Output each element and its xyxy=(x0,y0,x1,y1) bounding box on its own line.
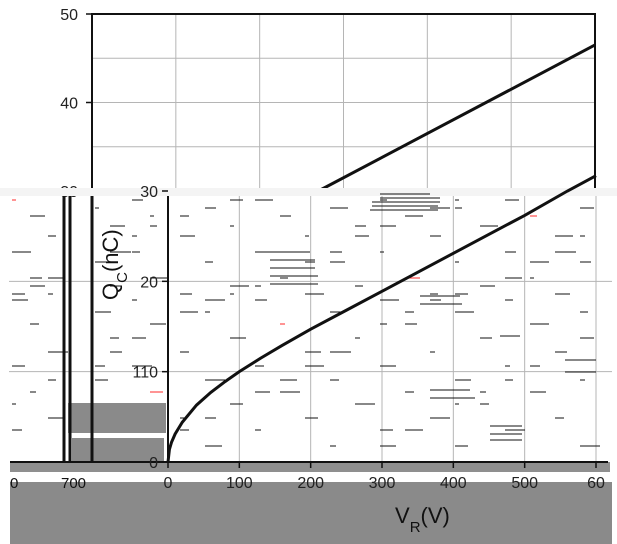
top-y-tick-label-1: 40 xyxy=(60,96,78,113)
x-tick-label-5: 500 xyxy=(511,475,538,492)
bottom-y-tick-label-2: 20 xyxy=(140,274,158,291)
x-tick-label-4: 400 xyxy=(440,475,467,492)
bottom-y-tick-label-0: 0 xyxy=(149,455,158,472)
x-tick-label-1: 100 xyxy=(226,475,253,492)
x-tick-label-2: 200 xyxy=(297,475,324,492)
top-y-tick-label-2: 50 xyxy=(60,7,78,24)
bottom-y-tick-label-3: 30 xyxy=(140,184,158,201)
x-tick-label-6: 60 xyxy=(587,475,605,492)
bottom-y-tick-label-1: 110 xyxy=(132,365,158,382)
x-tick-label-3: 300 xyxy=(369,475,396,492)
scan-band-top xyxy=(0,188,617,196)
x-tick-label-0: 0 xyxy=(164,475,173,492)
artifact-label-700: 700 xyxy=(61,475,86,492)
gray-artifact-block-1 xyxy=(68,403,166,433)
left-mask xyxy=(0,196,9,463)
artifact-label-0: 0 xyxy=(10,475,18,492)
